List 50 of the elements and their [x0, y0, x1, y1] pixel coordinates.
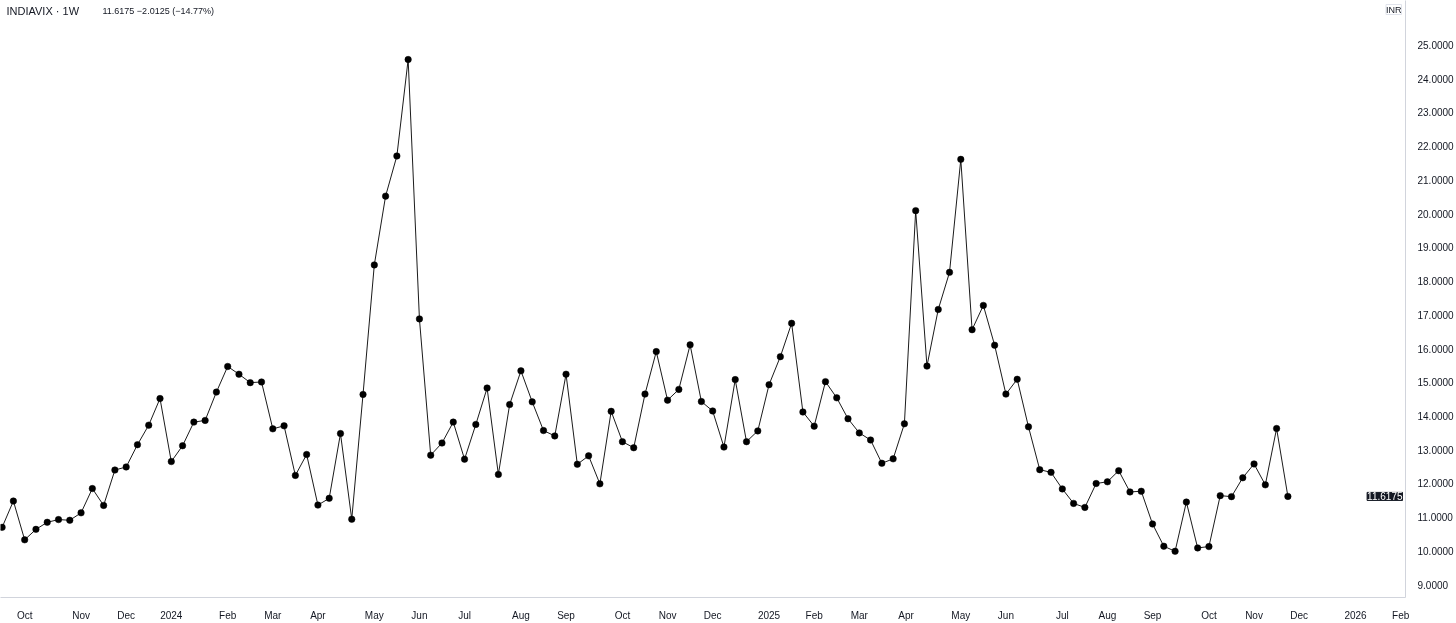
x-tick-label: Sep [557, 609, 576, 621]
y-tick-label: 17.0000 [1417, 309, 1455, 321]
y-tick-label: 22.0000 [1417, 141, 1455, 153]
x-tick-label: Aug [1098, 609, 1117, 621]
x-tick-label: Mar [264, 609, 283, 621]
y-tick-label: 23.0000 [1417, 107, 1455, 119]
x-tick-label: Mar [850, 609, 869, 621]
x-tick-label: Oct [16, 609, 33, 621]
y-tick-label: 15.0000 [1417, 377, 1455, 389]
x-tick-label: Feb [219, 609, 237, 621]
y-tick-label: 24.0000 [1417, 73, 1455, 85]
x-tick-label: Jul [458, 609, 471, 621]
x-tick-label: Jun [411, 609, 428, 621]
x-tick-label: May [951, 609, 971, 621]
x-tick-label: Nov [658, 609, 677, 621]
x-tick-label: Jul [1055, 609, 1069, 621]
y-tick-label: 21.0000 [1417, 174, 1455, 186]
x-tick-label: Nov [72, 609, 90, 621]
y-tick-label: 16.0000 [1417, 343, 1455, 355]
x-tick-label: Sep [1143, 609, 1162, 621]
text: 11.6175 −2.0125 (−14.77%) [102, 5, 214, 16]
x-tick-label: Apr [310, 609, 327, 621]
x-tick-label: Dec [117, 609, 136, 621]
x-tick-label: Oct [614, 609, 631, 621]
x-tick-label: Jun [997, 609, 1014, 621]
x-tick-label: 2024 [160, 609, 183, 621]
y-tick-label: 18.0000 [1417, 276, 1455, 288]
x-tick-label: 2026 [1344, 609, 1368, 621]
x-tick-label: Nov [1245, 609, 1263, 621]
x-tick-label: Dec [703, 609, 722, 621]
x-tick-label: Aug [512, 609, 530, 621]
y-tick-label: 12.0000 [1417, 478, 1455, 490]
annotation: 11.6175 [1367, 491, 1403, 503]
y-tick-label: 10.0000 [1417, 545, 1455, 557]
y-tick-label: 25.0000 [1417, 40, 1455, 52]
y-tick-label: 19.0000 [1417, 242, 1455, 254]
y-axis-title: INR [1386, 4, 1402, 15]
chart-title: INDIAVIX · 1W [6, 4, 80, 17]
x-tick-label: Apr [898, 609, 915, 621]
x-tick-label: Dec [1290, 609, 1309, 621]
y-tick-label: 14.0000 [1417, 411, 1455, 423]
x-tick-label: 2025 [757, 609, 781, 621]
x-tick-label: Feb [1392, 609, 1410, 621]
y-tick-label: 20.0000 [1417, 208, 1455, 220]
y-tick-label: 11.0000 [1417, 512, 1454, 524]
x-tick-label: May [364, 609, 384, 621]
y-tick-label: 13.0000 [1417, 444, 1455, 456]
y-tick-label: 9.0000 [1417, 579, 1449, 591]
x-tick-label: Feb [805, 609, 824, 621]
x-tick-label: Oct [1201, 609, 1217, 621]
